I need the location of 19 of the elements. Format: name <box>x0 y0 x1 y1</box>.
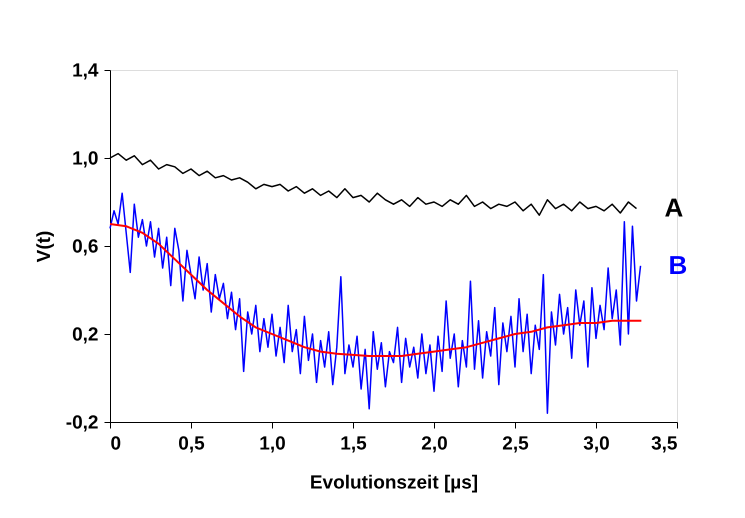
x-tick-label: 1,5 <box>340 434 368 454</box>
y-tick-label: 1,4 <box>72 60 99 82</box>
y-tick-label: 0,2 <box>72 324 98 346</box>
x-tick-label: 0,5 <box>178 434 206 454</box>
line-series <box>109 192 642 414</box>
line-series <box>109 223 642 357</box>
x-tick-label: 2,5 <box>502 434 530 454</box>
x-tick-label: 3,5 <box>651 434 678 454</box>
x-axis-title: Evolutionszeit [µs] <box>310 472 478 494</box>
y-tick-label: 0,6 <box>72 236 98 258</box>
x-tick-label: 1,0 <box>259 434 286 454</box>
y-axis-title: V(t) <box>34 230 55 262</box>
x-tick-label: 0 <box>110 434 122 454</box>
x-tick-label: 2,0 <box>421 434 448 454</box>
y-tick-label: 1,0 <box>72 148 98 170</box>
x-tick-label: 3,0 <box>583 434 610 454</box>
series-label: A <box>664 192 684 223</box>
y-tick-label: -0,2 <box>66 412 98 434</box>
series-label: B <box>668 250 688 280</box>
